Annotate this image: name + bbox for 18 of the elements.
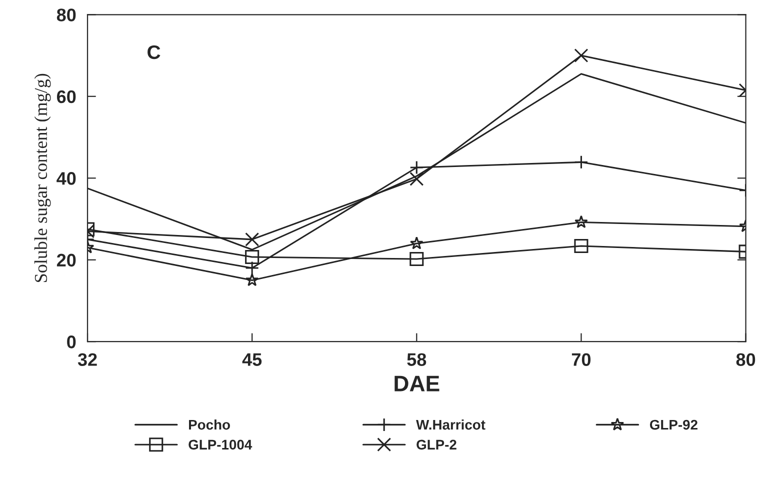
legend-label: Pocho [189,419,230,430]
y-tick-label: 80 [56,8,76,22]
x-tick-label: 80 [736,353,756,366]
legend-label: GLP-1004 [188,440,252,450]
legend-label: GLP-92 [650,420,698,430]
x-tick-label: 70 [572,353,591,366]
legend-label: GLP-2 [416,440,456,450]
y-tick-label: 40 [56,172,76,185]
x-tick-label: 45 [242,353,262,366]
annotation: C [148,45,160,60]
x-axis-title: DAE [394,376,440,392]
y-tick-label: 20 [56,254,76,267]
y-tick-label: 60 [56,90,76,104]
x-tick-label: 58 [407,353,426,366]
y-axis-title: Soluble sugar content (mg/g) [34,74,51,282]
legend-label: W.Harricot [416,419,486,430]
y-tick-label: 0 [67,336,76,348]
x-tick-label: 32 [78,353,97,366]
